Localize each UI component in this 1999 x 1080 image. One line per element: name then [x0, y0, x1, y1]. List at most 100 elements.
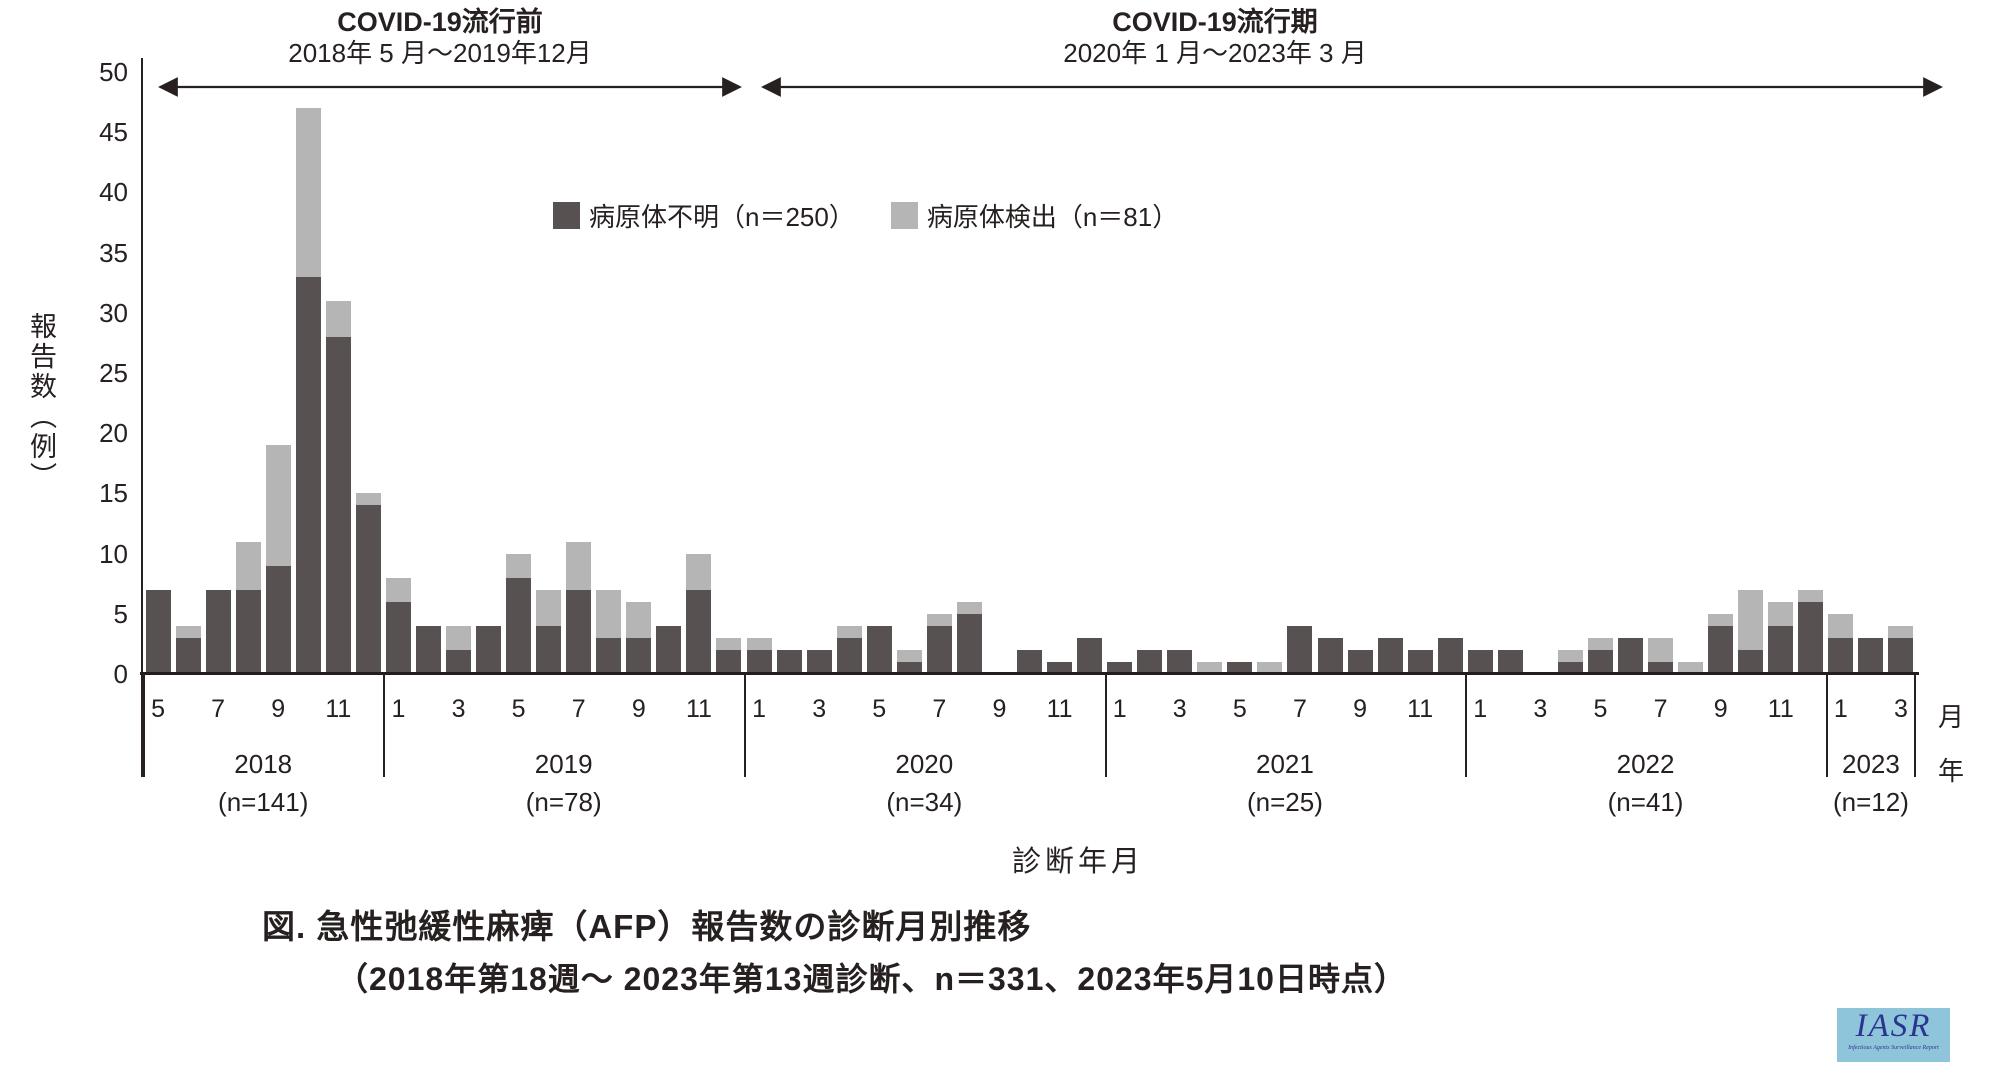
y-tick-label: 20 — [99, 418, 128, 449]
bar-segment — [325, 336, 351, 674]
y-tick-label: 45 — [99, 117, 128, 148]
bar-segment — [235, 589, 261, 674]
month-tick-label: 11 — [325, 695, 352, 723]
y-tick-label: 40 — [99, 177, 128, 208]
y-tick-label: 15 — [99, 478, 128, 509]
bar-segment — [836, 625, 862, 638]
bar-segment — [536, 589, 562, 626]
year-divider-line — [1465, 674, 1468, 777]
bar-segment — [686, 589, 712, 674]
month-unit-label: 月 — [1938, 702, 1965, 732]
bar-segment — [385, 577, 411, 602]
year-n-label: (n=12) — [1832, 787, 1909, 817]
month-tick-label: 9 — [271, 695, 286, 723]
year-divider-line — [1914, 674, 1916, 777]
bar-segment — [415, 625, 441, 674]
y-axis-title: 報告数（例） — [26, 312, 56, 492]
legend-item-detected: 病原体検出（n＝81） — [890, 197, 1178, 234]
bar-segment — [145, 589, 171, 674]
bar-segment — [325, 300, 351, 337]
month-tick-label: 11 — [1407, 695, 1434, 723]
bar-segment — [1708, 625, 1734, 674]
legend: 病原体不明（n＝250） 病原体検出（n＝81） — [553, 197, 1214, 234]
month-tick-label: 1 — [1833, 695, 1848, 723]
bar-segment — [716, 649, 742, 674]
bar-segment — [596, 589, 622, 638]
bar-segment — [476, 625, 502, 674]
year-label-row: 2018 2019 2020 2021 2022 2023 — [143, 749, 1916, 781]
bar-segment — [1167, 649, 1193, 674]
bar-segment — [1798, 601, 1824, 674]
year-tick-label: 2022 — [1616, 749, 1675, 779]
year-divider-line — [1104, 674, 1107, 777]
legend-label-unknown: 病原体不明（n＝250） — [589, 202, 855, 232]
bar-segment — [806, 649, 832, 674]
iasr-logo: IASR Infectious Agents Surveillance Repo… — [1837, 1008, 1950, 1062]
pre-covid-title: COVID-19流行前 — [337, 7, 543, 37]
detected-swatch-icon — [890, 202, 918, 229]
month-tick-label: 5 — [872, 695, 887, 723]
bar-segment — [1557, 649, 1583, 662]
bar-segment — [686, 553, 712, 590]
unknown-swatch-icon — [553, 202, 580, 229]
bar-segment — [1347, 649, 1373, 674]
bar-segment — [956, 601, 982, 614]
bar-segment — [626, 637, 652, 674]
bar-segment — [776, 649, 802, 674]
month-tick-label: 11 — [685, 695, 712, 723]
bar-segment — [1017, 649, 1042, 674]
month-tick-label: 3 — [1533, 695, 1548, 723]
year-n-label: (n=141) — [218, 787, 309, 817]
bar-segment — [566, 541, 592, 590]
bar-segment — [1287, 625, 1313, 674]
bar-segment — [1407, 649, 1433, 674]
y-tick-label: 30 — [99, 297, 128, 328]
pre-covid-header: COVID-19流行前 2018年 5 月～2019年12月 — [140, 6, 740, 69]
bar-segment — [1077, 637, 1103, 674]
month-tick-label: 7 — [932, 695, 947, 723]
bar-segment — [1587, 637, 1613, 650]
legend-item-unknown: 病原体不明（n＝250） — [553, 197, 855, 234]
year-n-label: (n=41) — [1607, 787, 1684, 817]
year-divider-line — [1825, 674, 1828, 777]
bar-segment — [295, 276, 321, 674]
month-tick-label: 7 — [571, 695, 586, 723]
bar-segment — [626, 601, 652, 638]
year-unit-label: 年 — [1938, 756, 1965, 786]
bar-segment — [716, 637, 742, 650]
y-tick-label: 10 — [99, 538, 128, 569]
bar-segment — [1888, 625, 1914, 638]
year-divider-line — [143, 674, 145, 777]
bar-segment — [1828, 613, 1854, 638]
pre-covid-range: 2018年 5 月～2019年12月 — [288, 38, 592, 68]
bar-segment — [506, 553, 532, 578]
bar-segment — [506, 577, 532, 674]
bar-segment — [1047, 661, 1073, 674]
bar-segment — [295, 108, 321, 277]
bar-segment — [1798, 589, 1824, 602]
bar-segment — [1888, 637, 1914, 674]
year-n-label: (n=78) — [525, 787, 602, 817]
y-tick-label: 5 — [113, 598, 128, 629]
plot-area — [143, 72, 1916, 674]
bar-segment — [446, 649, 472, 674]
bar-segment — [446, 625, 472, 650]
figure-caption-line2: （2018年第18週～ 2023年第13週診断、n＝331、2023年5月10日… — [336, 961, 1407, 997]
bar-segment — [1618, 637, 1644, 674]
iasr-logo-text: IASR — [1855, 1008, 1932, 1044]
bar-segment — [1107, 661, 1133, 674]
month-label-row: 5 7 9 11 1 3 5 7 9 11 1 3 5 7 9 11 1 3 5 7 9 11 1 3 5 7 9 11 1 3 — [143, 695, 1916, 729]
bar-segment — [536, 625, 562, 674]
month-tick-label: 9 — [992, 695, 1007, 723]
bar-segment — [1708, 613, 1734, 626]
bar-segment — [1257, 661, 1283, 674]
covid-era-range: 2020年 1 月～2023年 3 月 — [1063, 38, 1367, 68]
bar-segment — [1648, 661, 1674, 674]
bar-segment — [1317, 637, 1343, 674]
bar-segment — [1768, 601, 1794, 626]
bar-segment — [1738, 649, 1764, 674]
month-tick-label: 5 — [1232, 695, 1247, 723]
month-tick-label: 5 — [1593, 695, 1608, 723]
x-axis-title: 診断年月 — [1012, 846, 1145, 878]
